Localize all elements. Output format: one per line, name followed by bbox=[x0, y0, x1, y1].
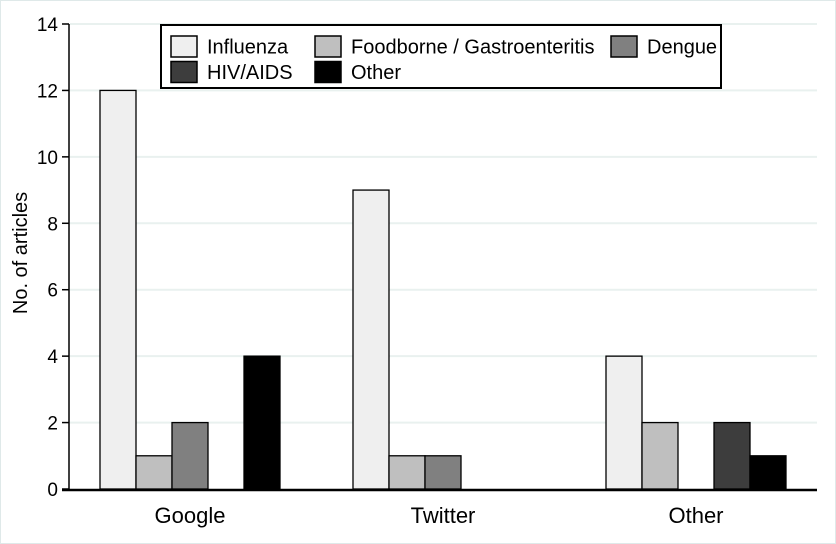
bar-twitter-dengue bbox=[424, 455, 462, 490]
bar-twitter-foodborne-gastroenteritis bbox=[388, 455, 426, 490]
legend-label-other: Other bbox=[351, 62, 401, 84]
legend-label-dengue: Dengue bbox=[647, 37, 717, 59]
x-category-label-google: Google bbox=[155, 503, 226, 528]
y-axis-title: No. of articles bbox=[10, 192, 32, 314]
y-tick-label-10: 10 bbox=[37, 148, 58, 169]
legend-swatch-foodborne-gastroenteritis bbox=[314, 35, 342, 58]
bar-google-dengue bbox=[171, 421, 209, 490]
bar-other-hiv-aids bbox=[713, 421, 751, 490]
bar-other-other bbox=[749, 455, 787, 490]
legend-label-foodborne-gastroenteritis: Foodborne / Gastroenteritis bbox=[351, 37, 594, 59]
y-tick-label-14: 14 bbox=[37, 15, 59, 36]
legend-swatch-other bbox=[314, 60, 342, 84]
bar-google-influenza bbox=[99, 89, 137, 490]
bar-other-influenza bbox=[605, 355, 643, 490]
legend-label-hiv-aids: HIV/AIDS bbox=[207, 62, 293, 84]
bar-other-foodborne-gastroenteritis bbox=[641, 421, 679, 490]
legend-swatch-hiv-aids bbox=[170, 60, 198, 84]
y-tick-label-8: 8 bbox=[47, 214, 58, 235]
x-category-label-other: Other bbox=[668, 503, 723, 528]
y-tick-label-2: 2 bbox=[47, 414, 58, 435]
y-tick-label-4: 4 bbox=[47, 347, 58, 368]
legend-swatch-influenza bbox=[170, 35, 198, 58]
x-category-label-twitter: Twitter bbox=[411, 503, 476, 528]
y-tick-label-0: 0 bbox=[47, 480, 58, 501]
y-tick-label-12: 12 bbox=[37, 81, 58, 102]
bar-google-other bbox=[243, 355, 281, 490]
y-tick-label-6: 6 bbox=[47, 281, 58, 302]
legend-swatch-dengue bbox=[610, 35, 638, 58]
bar-twitter-influenza bbox=[352, 189, 390, 490]
legend-label-influenza: Influenza bbox=[207, 37, 289, 59]
bar-google-foodborne-gastroenteritis bbox=[135, 455, 173, 490]
